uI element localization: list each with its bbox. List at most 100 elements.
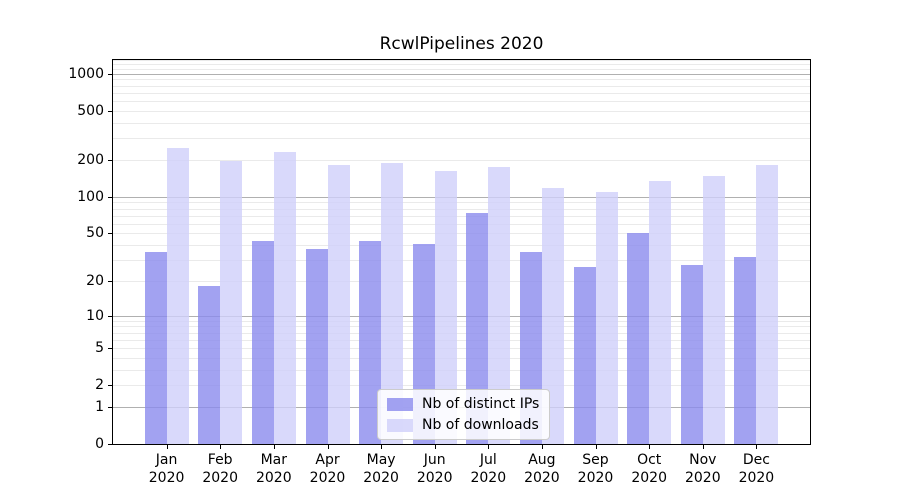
x-tick-month: Dec <box>742 452 770 468</box>
x-tick-month: Jun <box>423 452 446 468</box>
x-tick-month: Mar <box>260 452 287 468</box>
minor-gridline <box>113 159 810 161</box>
y-tick-mark <box>108 73 112 75</box>
minor-gridline <box>113 339 810 341</box>
minor-gridline <box>113 245 810 246</box>
minor-gridline <box>113 101 810 102</box>
x-tick-month: Aug <box>528 452 556 468</box>
minor-gridline <box>113 223 810 225</box>
x-tick-mark <box>595 445 597 449</box>
bar-downloads <box>273 152 296 444</box>
y-tick-label: 1 <box>95 398 104 415</box>
legend-swatch-distinct-ips <box>387 397 413 411</box>
minor-gridline <box>113 208 810 210</box>
x-tick-year: 2020 <box>309 470 346 486</box>
bar-distinct-ips <box>734 256 757 444</box>
minor-gridline <box>113 320 810 322</box>
minor-gridline <box>113 92 810 94</box>
legend-swatch-downloads <box>387 418 413 432</box>
bar-distinct-ips <box>144 251 167 444</box>
x-tick-mark <box>756 445 758 449</box>
bar-distinct-ips <box>251 241 274 444</box>
x-tick-month: Nov <box>689 452 717 468</box>
y-tick-label: 100 <box>77 188 104 205</box>
y-tick-mark <box>108 444 112 445</box>
plot-area <box>112 59 811 445</box>
y-tick-mark <box>108 315 112 317</box>
bar-downloads <box>381 162 404 444</box>
x-tick-mark <box>649 445 651 449</box>
y-tick-label: 20 <box>86 272 104 289</box>
x-tick-label-mar: Mar 2020 <box>244 451 304 487</box>
x-tick-month: Feb <box>207 452 233 468</box>
y-tick-label: 500 <box>77 102 104 119</box>
y-tick-label: 10 <box>86 307 104 324</box>
minor-gridline <box>113 259 810 261</box>
y-tick-mark <box>108 196 112 198</box>
x-tick-mark <box>541 445 543 449</box>
minor-gridline <box>113 385 810 387</box>
bar-distinct-ips <box>627 233 650 444</box>
bar-downloads <box>434 170 457 444</box>
x-tick-month: Jul <box>479 452 497 468</box>
x-tick-year: 2020 <box>524 470 560 486</box>
x-tick-month: May <box>366 452 396 468</box>
bar-downloads <box>702 176 725 444</box>
x-tick-month: Jan <box>155 452 178 468</box>
minor-gridline <box>113 332 810 334</box>
x-tick-year: 2020 <box>738 470 775 486</box>
x-tick-mark <box>702 445 704 449</box>
x-tick-year: 2020 <box>202 470 238 486</box>
y-tick-mark <box>108 406 112 408</box>
major-gridline <box>113 73 810 75</box>
bar-distinct-ips <box>680 265 703 444</box>
x-tick-mark <box>434 445 436 449</box>
x-tick-mark <box>488 445 490 449</box>
legend-label-distinct-ips: Nb of distinct IPs <box>422 396 540 412</box>
y-tick-mark <box>108 385 112 387</box>
y-tick-mark <box>108 110 112 112</box>
x-tick-month: Apr <box>315 452 340 468</box>
minor-gridline <box>113 59 810 61</box>
y-tick-mark <box>108 348 112 349</box>
x-tick-label-aug: Aug 2020 <box>512 451 572 487</box>
bar-downloads <box>595 192 618 444</box>
legend-label-downloads: Nb of downloads <box>422 417 539 433</box>
minor-gridline <box>113 233 810 235</box>
bar-distinct-ips <box>359 241 382 444</box>
x-tick-label-may: May 2020 <box>351 451 411 487</box>
minor-gridline <box>113 357 810 359</box>
minor-gridline <box>113 138 810 140</box>
x-tick-label-jul: Jul 2020 <box>458 451 518 487</box>
x-tick-label-nov: Nov 2020 <box>673 451 733 487</box>
bar-distinct-ips <box>466 212 489 444</box>
x-tick-year: 2020 <box>631 470 667 486</box>
minor-gridline <box>113 326 810 328</box>
x-tick-mark <box>327 445 329 449</box>
chart-title: RcwlPipelines 2020 <box>379 34 544 54</box>
major-gridline <box>113 315 810 317</box>
minor-gridline <box>113 369 810 371</box>
y-tick-label: 0 <box>95 436 104 452</box>
x-tick-mark <box>273 445 275 449</box>
x-tick-month: Oct <box>637 452 662 468</box>
legend: Nb of distinct IPs Nb of downloads <box>377 389 551 440</box>
bar-distinct-ips <box>198 286 221 444</box>
x-tick-label-apr: Apr 2020 <box>298 451 358 487</box>
minor-gridline <box>113 348 810 349</box>
y-tick-mark <box>108 280 112 282</box>
legend-item-distinct-ips: Nb of distinct IPs <box>387 396 539 412</box>
bar-distinct-ips <box>305 249 328 444</box>
minor-gridline <box>113 79 810 81</box>
x-tick-year: 2020 <box>470 470 507 486</box>
x-tick-label-jan: Jan 2020 <box>137 451 197 487</box>
minor-gridline <box>113 215 810 217</box>
x-tick-month: Sep <box>582 452 609 468</box>
x-tick-year: 2020 <box>577 470 614 486</box>
bar-downloads <box>756 164 779 444</box>
y-tick-label: 50 <box>86 225 104 242</box>
x-tick-label-oct: Oct 2020 <box>619 451 679 487</box>
x-tick-year: 2020 <box>255 470 292 486</box>
y-tick-mark <box>108 159 112 161</box>
